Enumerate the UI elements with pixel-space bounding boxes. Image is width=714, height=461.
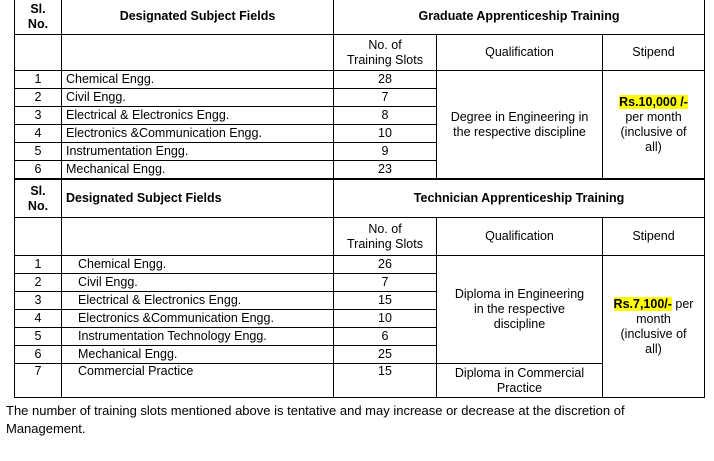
graduate-stipend-cell: Rs.10,000 /- per month (inclusive of all) xyxy=(601,70,706,179)
slots-cell: 28 xyxy=(333,70,437,89)
sl-cell: 2 xyxy=(14,273,62,292)
commercial-qualification-cell: Diploma in Commercial Practice xyxy=(436,363,603,398)
sl-cell: 3 xyxy=(14,291,62,310)
table-row: 1 Chemical Engg. 28 Degree in Engineerin… xyxy=(14,70,706,179)
field-cell: Electronics &Communication Engg. xyxy=(61,309,334,328)
sl-cell: 5 xyxy=(14,142,62,161)
training-slots-header: No. of Training Slots xyxy=(333,34,437,71)
table-row: 5 Instrumentation Technology Engg. 6 xyxy=(14,327,705,346)
sl-cell: 1 xyxy=(14,70,62,89)
field-cell: Civil Engg. xyxy=(61,273,334,292)
table-row: 3 Electrical & Electronics Engg. 15 xyxy=(14,291,705,310)
sl-cell: 4 xyxy=(14,124,62,143)
field-cell: Chemical Engg. xyxy=(61,255,334,274)
subject-fields-header: Designated Subject Fields xyxy=(61,0,334,35)
field-cell: Instrumentation Technology Engg. xyxy=(61,327,334,346)
technician-training-title: Technician Apprenticeship Training xyxy=(332,179,706,218)
slots-cell: 7 xyxy=(333,88,437,107)
technician-apprenticeship-table: Sl. No. Designated Subject Fields Technic… xyxy=(14,179,706,398)
empty-cell xyxy=(14,217,62,256)
graduate-apprenticeship-table: Sl. No. Designated Subject Fields Graduat… xyxy=(14,0,706,179)
technician-stipend-cell: Rs.7,100/- per month (inclusive of all) xyxy=(601,255,706,398)
sl-cell: 1 xyxy=(14,255,62,274)
slots-cell: 10 xyxy=(333,124,437,143)
sl-cell: 3 xyxy=(14,106,62,125)
sl-cell: 7 xyxy=(14,363,62,398)
sl-cell: 5 xyxy=(14,327,62,346)
empty-cell xyxy=(61,34,334,71)
slots-cell: 7 xyxy=(333,273,437,292)
slots-cell: 9 xyxy=(333,142,437,161)
stipend-header: Stipend xyxy=(601,217,706,256)
sl-cell: 2 xyxy=(14,88,62,107)
technician-qualification-cell: Diploma in Engineering in the respective d… xyxy=(436,255,603,364)
empty-cell xyxy=(61,217,334,256)
training-slots-header: No. of Training Slots xyxy=(333,217,437,256)
table-row: 5 Instrumentation Engg. 9 xyxy=(14,142,705,161)
table-row: 4 Electronics &Communication Engg. 10 xyxy=(14,124,705,143)
table-row: 3 Electrical & Electronics Engg. 8 xyxy=(14,106,705,125)
field-cell: Instrumentation Engg. xyxy=(61,142,334,161)
stipend-amount: Rs.10,000 /- xyxy=(619,94,688,109)
graduate-training-title: Graduate Apprenticeship Training xyxy=(332,0,706,35)
slots-cell: 25 xyxy=(333,345,437,364)
sl-no-header: Sl. No. xyxy=(14,179,62,218)
slots-cell: 15 xyxy=(333,291,437,310)
field-cell: Mechanical Engg. xyxy=(61,345,334,364)
table-row: 6 Mechanical Engg. 25 xyxy=(14,345,705,364)
qualification-header: Qualification xyxy=(436,34,603,71)
footnote: The number of training slots mentioned a… xyxy=(6,403,625,436)
slots-cell: 8 xyxy=(333,106,437,125)
graduate-qualification-cell: Degree in Engineering in the respective d… xyxy=(436,70,603,179)
slots-cell: 10 xyxy=(333,309,437,328)
subject-fields-header: Designated Subject Fields xyxy=(61,179,334,218)
table-row: 1 Chemical Engg. 26 Diploma in Engineeri… xyxy=(14,255,706,398)
slots-cell: 23 xyxy=(333,160,437,179)
table-row: 6 Mechanical Engg. 23 xyxy=(14,160,705,179)
sl-cell: 6 xyxy=(14,345,62,364)
empty-cell xyxy=(14,34,62,71)
stipend-header: Stipend xyxy=(601,34,706,71)
sl-cell: 6 xyxy=(14,160,62,179)
stipend-amount: Rs.7,100/- xyxy=(613,296,672,311)
field-cell: Electrical & Electronics Engg. xyxy=(61,106,334,125)
field-cell: Electrical & Electronics Engg. xyxy=(61,291,334,310)
field-cell: Civil Engg. xyxy=(61,88,334,107)
qualification-header: Qualification xyxy=(436,217,603,256)
field-cell: Commercial Practice xyxy=(61,363,334,398)
table-row: 7 Commercial Practice 15 Diploma in Comm… xyxy=(14,363,705,398)
field-cell: Chemical Engg. xyxy=(61,70,334,89)
field-cell: Mechanical Engg. xyxy=(61,160,334,179)
slots-cell: 26 xyxy=(333,255,437,274)
slots-cell: 15 xyxy=(333,363,437,398)
sl-cell: 4 xyxy=(14,309,62,328)
sl-no-header: Sl. No. xyxy=(14,0,62,35)
field-cell: Electronics &Communication Engg. xyxy=(61,124,334,143)
table-row: 2 Civil Engg. 7 xyxy=(14,88,705,107)
slots-cell: 6 xyxy=(333,327,437,346)
